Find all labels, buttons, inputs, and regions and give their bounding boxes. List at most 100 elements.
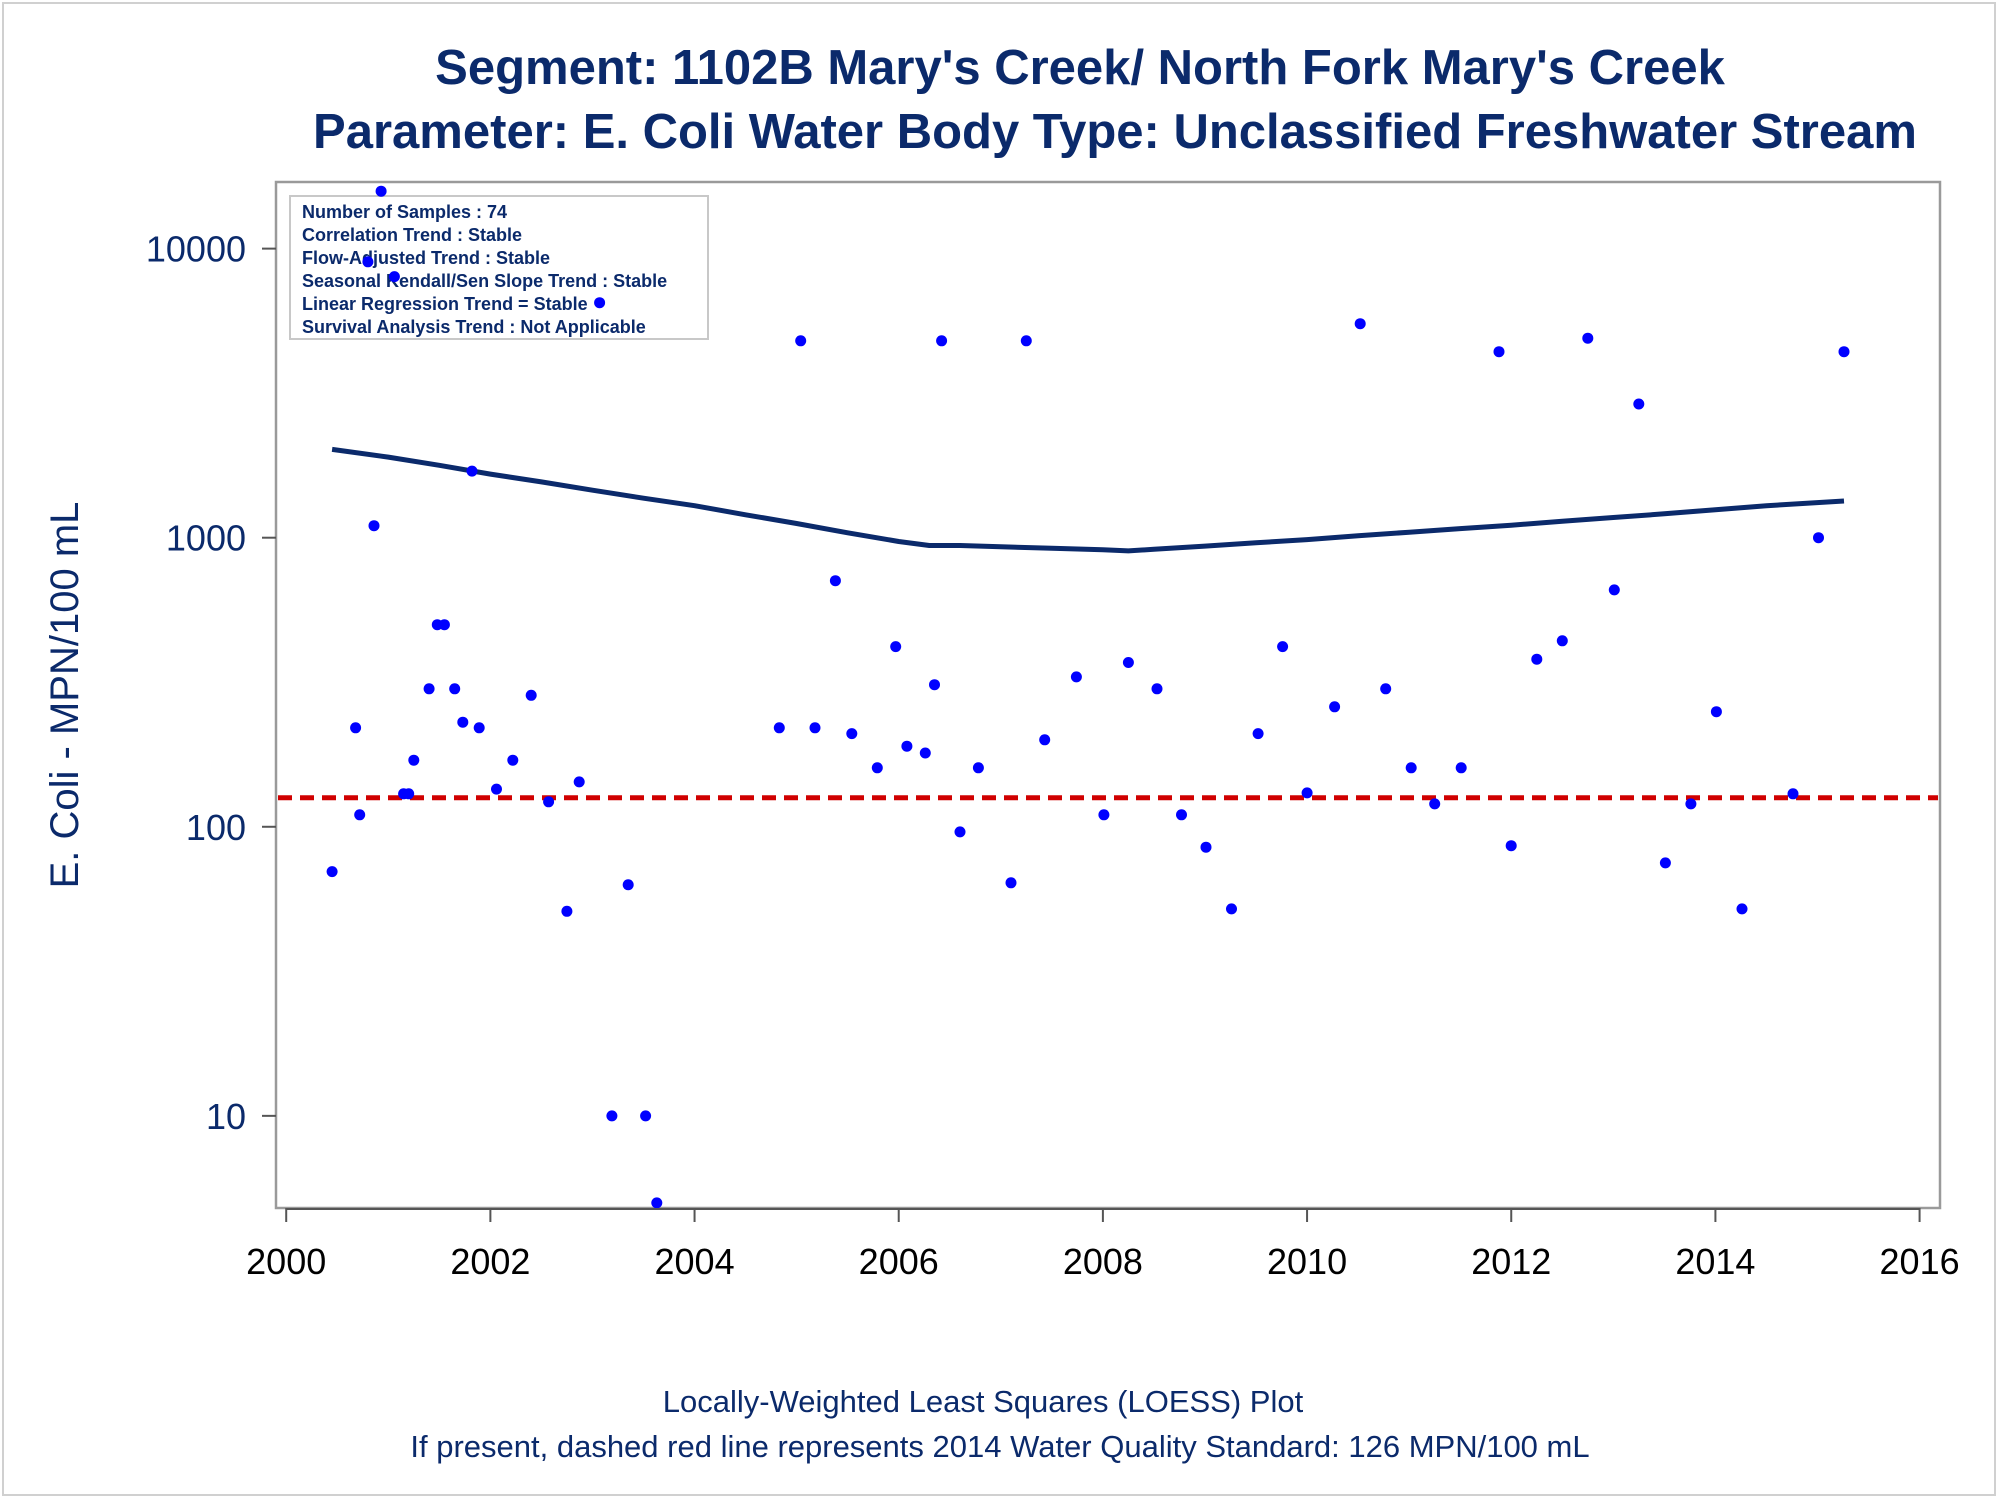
data-point bbox=[473, 722, 485, 734]
data-point bbox=[1039, 734, 1051, 746]
x-tick-label: 2002 bbox=[450, 1241, 530, 1282]
data-point bbox=[622, 879, 634, 891]
stats-line: Survival Analysis Trend : Not Applicable bbox=[302, 317, 646, 337]
y-axis-label: E. Coli - MPN/100 mL bbox=[43, 502, 87, 889]
data-point bbox=[354, 809, 366, 821]
data-point bbox=[1813, 532, 1824, 544]
stats-line: Number of Samples : 74 bbox=[302, 202, 507, 222]
data-point bbox=[457, 716, 469, 728]
data-point bbox=[403, 788, 415, 800]
x-axis: 2000 2002 2004 2006 2008 2010 2012 2014 2016 bbox=[246, 1208, 1960, 1282]
x-tick-label: 2014 bbox=[1675, 1241, 1755, 1282]
data-point bbox=[1200, 841, 1212, 853]
loess-layer bbox=[331, 446, 1845, 554]
y-tick-label: 10000 bbox=[146, 229, 246, 270]
data-point bbox=[640, 1110, 652, 1122]
data-point bbox=[1005, 877, 1017, 889]
data-point bbox=[408, 754, 420, 766]
points-layer bbox=[326, 185, 1850, 1209]
stats-box: Number of Samples : 74 Correlation Trend … bbox=[289, 195, 709, 340]
data-point bbox=[846, 728, 858, 740]
stats-box-border bbox=[289, 195, 709, 340]
y-tick-label: 1000 bbox=[166, 518, 246, 559]
data-point bbox=[1838, 346, 1850, 358]
y-tick-label: 10 bbox=[206, 1096, 246, 1137]
data-point bbox=[773, 722, 785, 734]
stats-line: Correlation Trend : Stable bbox=[302, 225, 522, 245]
data-point bbox=[871, 762, 883, 774]
data-point bbox=[651, 1197, 663, 1209]
data-point bbox=[1582, 332, 1594, 344]
data-point bbox=[829, 575, 841, 587]
data-point bbox=[491, 783, 502, 795]
x-tick-label: 2006 bbox=[859, 1241, 939, 1282]
data-point bbox=[936, 335, 948, 347]
data-point bbox=[594, 297, 606, 309]
data-point bbox=[1556, 635, 1568, 647]
x-tick-label: 2010 bbox=[1267, 1241, 1347, 1282]
data-point bbox=[1429, 798, 1441, 810]
data-point bbox=[1608, 584, 1620, 596]
data-point bbox=[1252, 728, 1264, 740]
data-point bbox=[1405, 762, 1417, 774]
y-tick-label: 100 bbox=[186, 807, 246, 848]
data-point bbox=[368, 520, 380, 532]
data-point bbox=[1020, 335, 1032, 347]
data-point bbox=[890, 641, 902, 653]
stats-line: Linear Regression Trend = Stable bbox=[302, 294, 588, 314]
y-axis: 10 100 1000 10000 bbox=[146, 229, 276, 1137]
data-point bbox=[561, 905, 573, 917]
footnote-2: If present, dashed red line represents 2… bbox=[410, 1429, 1589, 1464]
data-point bbox=[1122, 657, 1134, 668]
chart-title: Segment: 1102B Mary's Creek/ North Fork … bbox=[435, 41, 1725, 95]
data-point bbox=[438, 619, 450, 631]
stats-line: Flow-Adjusted Trend : Stable bbox=[302, 248, 550, 268]
data-point bbox=[1329, 701, 1341, 713]
data-point bbox=[375, 185, 387, 197]
data-point bbox=[606, 1110, 618, 1122]
data-point bbox=[1176, 809, 1187, 821]
data-point bbox=[573, 776, 585, 788]
data-point bbox=[326, 866, 338, 878]
data-point bbox=[466, 465, 478, 477]
data-point bbox=[1736, 903, 1748, 915]
data-point bbox=[1354, 318, 1366, 330]
data-point bbox=[362, 256, 374, 268]
data-point bbox=[1710, 706, 1722, 718]
data-point bbox=[1787, 788, 1799, 800]
footnote-1: Locally-Weighted Least Squares (LOESS) P… bbox=[663, 1384, 1304, 1419]
data-point bbox=[929, 679, 940, 691]
data-point bbox=[1659, 857, 1671, 869]
data-point bbox=[423, 683, 435, 695]
data-point bbox=[1493, 346, 1505, 358]
x-tick-label: 2008 bbox=[1063, 1241, 1143, 1282]
data-point bbox=[1455, 762, 1467, 774]
data-point bbox=[525, 689, 537, 701]
data-point bbox=[1301, 787, 1313, 799]
data-point bbox=[954, 826, 966, 838]
data-point bbox=[795, 335, 807, 347]
data-point bbox=[1380, 683, 1392, 695]
loess-curve bbox=[331, 446, 1845, 554]
data-point bbox=[972, 762, 984, 774]
data-point bbox=[1633, 398, 1645, 410]
data-point bbox=[388, 271, 400, 283]
data-point bbox=[1531, 653, 1543, 665]
chart-subtitle: Parameter: E. Coli Water Body Type: Uncl… bbox=[313, 105, 1917, 159]
data-point bbox=[1505, 840, 1517, 852]
x-tick-label: 2012 bbox=[1471, 1241, 1551, 1282]
x-tick-label: 2000 bbox=[246, 1241, 326, 1282]
stats-line: Seasonal Kendall/Sen Slope Trend : Stabl… bbox=[302, 271, 667, 291]
data-point bbox=[1070, 671, 1082, 683]
data-point bbox=[901, 740, 913, 752]
data-point bbox=[1151, 683, 1163, 695]
data-point bbox=[543, 796, 555, 808]
data-point bbox=[809, 722, 821, 734]
data-point bbox=[449, 683, 461, 695]
data-point bbox=[507, 754, 519, 766]
data-point bbox=[1098, 809, 1110, 821]
x-tick-label: 2016 bbox=[1880, 1241, 1960, 1282]
x-tick-label: 2004 bbox=[655, 1241, 735, 1282]
